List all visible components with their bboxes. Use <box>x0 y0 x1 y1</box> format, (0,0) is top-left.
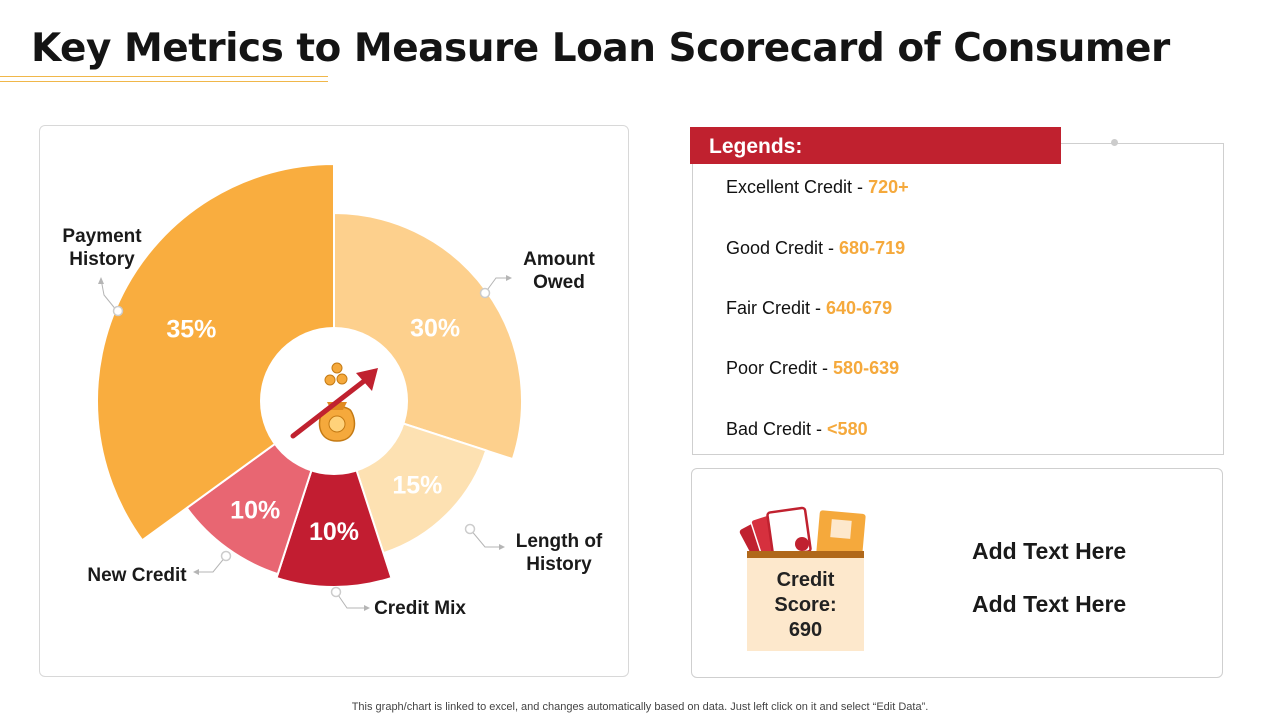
legend-item-range: 640-679 <box>826 298 893 318</box>
leader-line <box>484 277 508 294</box>
legend-item-label: Fair Credit - <box>726 298 827 318</box>
category-label: Length of History <box>516 531 603 575</box>
credit-score-line: Score: <box>774 594 837 616</box>
leader-arrow <box>193 569 199 575</box>
add-text-placeholder[interactable]: Add Text Here <box>972 591 1127 617</box>
chart-panel[interactable]: 30% 15% 10% 10% 35% Payment History Amount Owe… <box>39 125 629 677</box>
legend-item: Fair Credit - 640-679 <box>726 298 892 319</box>
legend-item: Poor Credit - 580-639 <box>726 358 899 379</box>
credit-score-value: 690 <box>788 619 823 641</box>
pie-slice[interactable] <box>96 162 335 542</box>
credit-score-box-top <box>747 551 864 560</box>
legend-item: Excellent Credit - 720+ <box>726 177 909 198</box>
title-underline <box>0 81 328 82</box>
leader-dot <box>220 550 232 562</box>
pie-slice[interactable] <box>275 397 393 588</box>
leader-line <box>100 278 118 312</box>
title-underline <box>0 76 328 77</box>
slice-value-label: 35% <box>166 315 216 343</box>
legend-item-range: 580-639 <box>833 358 900 378</box>
legend-item: Bad Credit - <580 <box>726 419 868 440</box>
credit-score-card <box>691 468 1223 678</box>
leader-dot <box>330 586 342 598</box>
leader-arrow <box>499 544 505 550</box>
leader-dot <box>464 523 476 535</box>
legend-item-label: Excellent Credit - <box>726 177 869 197</box>
leader-arrow <box>364 605 370 611</box>
footnote: This graph/chart is linked to excel, and… <box>351 701 929 713</box>
credit-score-line: Credit <box>776 569 835 591</box>
slice-value-label: 10% <box>230 496 280 524</box>
category-label: New Credit <box>87 565 187 586</box>
legend-item-label: Poor Credit - <box>726 358 834 378</box>
money-bag-growth-arrow-icon <box>290 362 378 442</box>
legend-item: Good Credit - 680-719 <box>726 238 905 259</box>
legend-item-range: <580 <box>827 419 868 439</box>
category-label: Payment History <box>62 226 142 270</box>
center-hole <box>260 327 408 475</box>
category-label: Credit Mix <box>374 598 466 619</box>
legend-item-label: Good Credit - <box>726 238 840 258</box>
credit-score-box: Credit Score: 690 <box>747 558 864 651</box>
legend-header: Legends: <box>690 127 1061 164</box>
leader-dot <box>112 305 124 317</box>
legend-item-range: 720+ <box>868 177 909 197</box>
leader-line <box>197 555 227 573</box>
legend-corner-dot <box>1111 139 1118 146</box>
add-text-placeholder[interactable]: Add Text Here <box>972 538 1127 564</box>
slice-value-label: 10% <box>309 518 359 546</box>
leader-line <box>469 528 501 548</box>
page-title: Key Metrics to Measure Loan Scorecard of… <box>31 26 1170 71</box>
legend-item-range: 680-719 <box>839 238 906 258</box>
slice-value-label: 15% <box>392 471 442 499</box>
slice-value-label: 30% <box>410 315 460 343</box>
pie-chart[interactable]: 30% 15% 10% 10% 35% Payment History Amount Owe… <box>40 126 630 678</box>
leader-arrow <box>98 277 104 284</box>
leader-arrow <box>506 275 512 281</box>
legend-item-label: Bad Credit - <box>726 419 828 439</box>
leader-dot <box>479 287 491 299</box>
leader-line <box>335 591 366 609</box>
category-label: Amount Owed <box>523 249 595 293</box>
